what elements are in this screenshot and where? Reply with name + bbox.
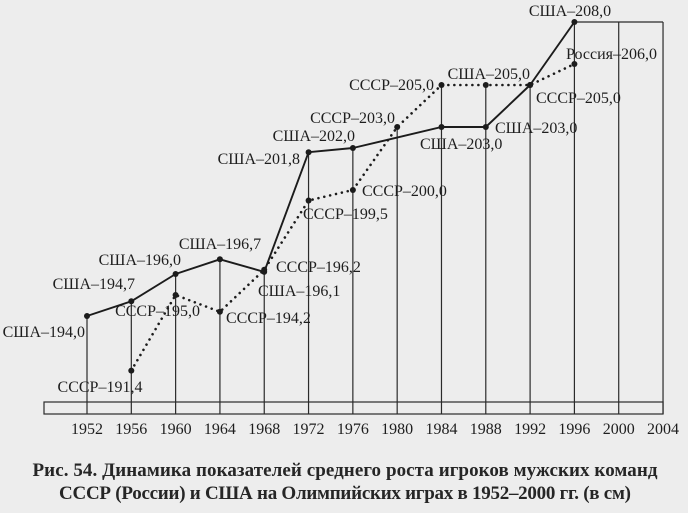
drop-lines-group [86,22,664,414]
data-label: Россия–206,0 [566,46,657,63]
data-point [482,124,489,130]
x-tick-label: 1964 [204,421,236,438]
x-tick-label: 1996 [558,421,590,438]
data-label: США–208,0 [529,3,611,20]
data-label: СССР–200,0 [362,183,447,200]
data-point [571,61,578,67]
axis-band [43,401,664,415]
data-point [349,187,356,193]
x-tick-label: 1972 [293,421,325,438]
x-tick-label: 1984 [425,421,457,438]
data-labels: США–194,0 США–194,7 США–196,0 США–196,7 … [3,3,657,396]
x-tick-label: 1980 [381,421,413,438]
data-point [216,308,223,315]
data-label: США–201,8 [218,151,300,168]
data-point [261,266,268,273]
x-tick-label: 1968 [248,421,280,438]
data-label: СССР–195,0 [115,303,200,320]
data-label: США–194,0 [3,324,85,341]
data-point [527,82,534,88]
data-label: США–196,1 [258,283,340,300]
data-label: США–203,0 [420,136,502,153]
data-label: СССР–196,2 [276,259,361,276]
data-point [394,124,401,130]
data-label: США–196,0 [99,252,181,269]
data-point [172,271,179,277]
x-tick-label: 1952 [71,421,103,438]
data-label: СССР–199,5 [303,206,388,223]
data-points-group [84,19,578,374]
x-tick-label: 1960 [160,421,192,438]
x-tick-label: 1976 [337,421,369,438]
data-point [349,145,356,151]
x-tick-labels: 1952 1956 1960 1964 1968 1972 1976 1980 1984 1988… [71,421,679,438]
data-point [172,292,179,298]
figure-caption-line: Рис. 54. Динамика показателей среднего р… [33,460,658,481]
data-point [216,256,223,263]
data-label: СССР–203,0 [310,110,395,127]
x-tick-label: 1992 [514,421,546,438]
data-label: СССР–205,0 [349,77,434,94]
data-point [305,149,312,156]
data-point [571,19,578,25]
data-label: США–196,7 [179,236,261,253]
data-label: СССР–194,2 [226,310,311,327]
x-tick-label: 1988 [470,421,502,438]
data-point [305,197,312,204]
figure-caption: Рис. 54. Динамика показателей среднего р… [33,460,658,504]
data-label: СССР–205,0 [536,90,621,107]
data-label: США–194,7 [53,276,135,293]
data-point [84,313,90,319]
data-label: США–203,0 [495,120,577,137]
data-point [438,124,445,130]
data-label: СССР–191,4 [58,379,143,396]
x-tick-label: 1956 [115,421,147,438]
data-point [438,82,445,88]
data-point [128,367,135,374]
data-point [128,298,135,305]
x-tick-label: 2000 [603,421,635,438]
data-point [482,82,489,88]
data-label: США–202,0 [273,128,355,145]
x-tick-label: 2004 [647,421,679,438]
figure-caption-line: СССР (России) и США на Олимпийских играх… [59,483,631,504]
data-label: США–205,0 [448,66,530,83]
chart-frame [43,21,664,415]
